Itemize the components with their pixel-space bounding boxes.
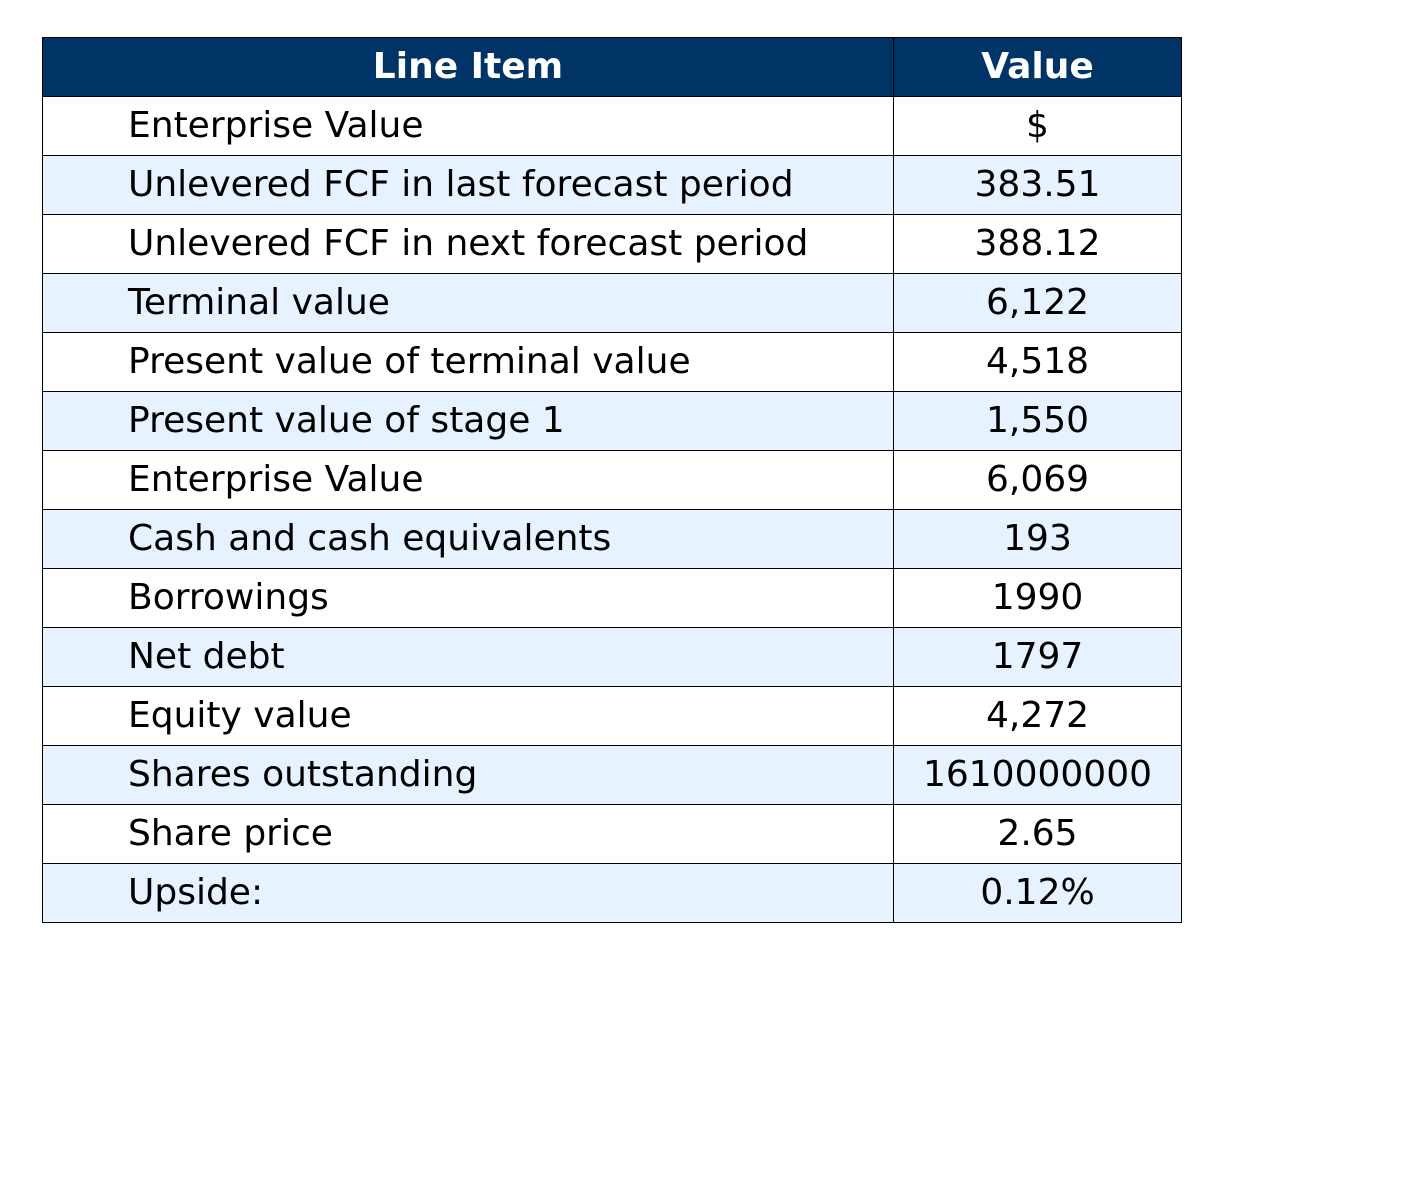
table-row: Equity value 4,272 [42, 686, 1182, 746]
line-item-cell: Net debt [42, 627, 894, 687]
value-cell: 4,518 [893, 332, 1182, 392]
line-item-cell: Unlevered FCF in last forecast period [42, 155, 894, 215]
value-cell: 2.65 [893, 804, 1182, 864]
line-item-cell: Terminal value [42, 273, 894, 333]
value-cell: 6,122 [893, 273, 1182, 333]
value-cell: 0.12% [893, 863, 1182, 923]
table-row: Enterprise Value 6,069 [42, 450, 1182, 510]
line-item-cell: Shares outstanding [42, 745, 894, 805]
line-item-cell: Present value of stage 1 [42, 391, 894, 451]
value-cell: 1,550 [893, 391, 1182, 451]
line-item-cell: Upside: [42, 863, 894, 923]
line-item-cell: Enterprise Value [42, 96, 894, 156]
header-value: Value [893, 37, 1182, 97]
value-cell: 4,272 [893, 686, 1182, 746]
value-cell: 1990 [893, 568, 1182, 628]
table-row: Borrowings 1990 [42, 568, 1182, 628]
table-row: Present value of terminal value 4,518 [42, 332, 1182, 392]
line-item-cell: Cash and cash equivalents [42, 509, 894, 569]
line-item-cell: Borrowings [42, 568, 894, 628]
line-item-cell: Present value of terminal value [42, 332, 894, 392]
value-cell: 388.12 [893, 214, 1182, 274]
header-line-item: Line Item [42, 37, 894, 97]
table-header-row: Line Item Value [42, 37, 1182, 97]
table-row: Terminal value 6,122 [42, 273, 1182, 333]
table-row: Unlevered FCF in next forecast period 388… [42, 214, 1182, 274]
valuation-table-container: Line Item Value Enterprise Value $ Unlever… [42, 37, 1182, 923]
table-body: Enterprise Value $ Unlevered FCF in last f… [42, 96, 1182, 923]
line-item-cell: Share price [42, 804, 894, 864]
table-row: Enterprise Value $ [42, 96, 1182, 156]
value-cell: 1797 [893, 627, 1182, 687]
table-row: Present value of stage 1 1,550 [42, 391, 1182, 451]
table-row: Net debt 1797 [42, 627, 1182, 687]
line-item-cell: Equity value [42, 686, 894, 746]
line-item-cell: Enterprise Value [42, 450, 894, 510]
table-row: Shares outstanding 1610000000 [42, 745, 1182, 805]
table-row: Upside: 0.12% [42, 863, 1182, 923]
value-cell: 193 [893, 509, 1182, 569]
value-cell: 383.51 [893, 155, 1182, 215]
table-row: Unlevered FCF in last forecast period 383… [42, 155, 1182, 215]
line-item-cell: Unlevered FCF in next forecast period [42, 214, 894, 274]
table-row: Cash and cash equivalents 193 [42, 509, 1182, 569]
value-cell: 1610000000 [893, 745, 1182, 805]
valuation-table: Line Item Value Enterprise Value $ Unlever… [42, 37, 1182, 923]
value-cell: $ [893, 96, 1182, 156]
value-cell: 6,069 [893, 450, 1182, 510]
table-row: Share price 2.65 [42, 804, 1182, 864]
